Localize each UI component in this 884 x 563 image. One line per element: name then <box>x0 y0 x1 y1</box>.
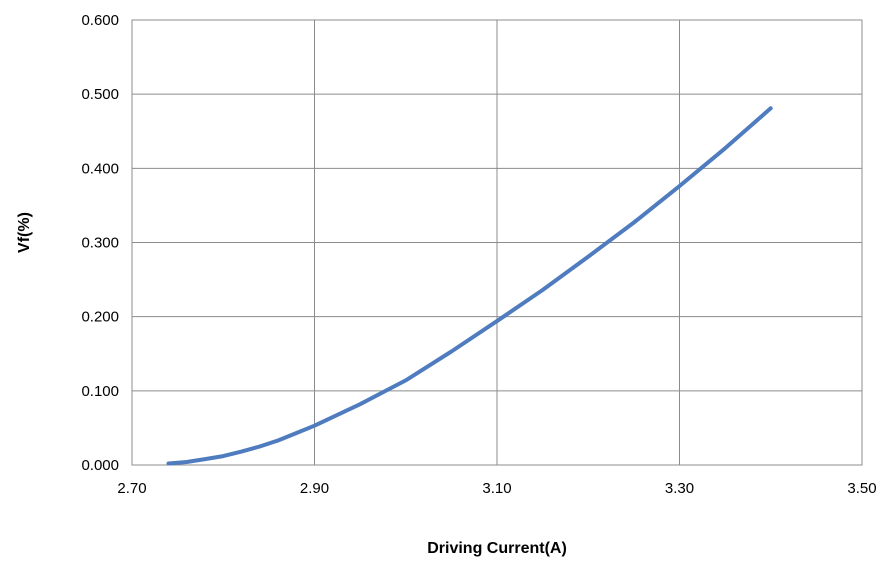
x-tick-label: 2.70 <box>117 480 146 497</box>
y-tick-label: 0.300 <box>81 235 119 252</box>
x-axis-title: Driving Current(A) <box>427 540 567 557</box>
x-axis-ticks: 2.70 2.90 3.10 3.30 3.50 <box>117 480 876 497</box>
x-tick-label: 3.50 <box>847 480 876 497</box>
x-tick-label: 2.90 <box>300 480 329 497</box>
y-tick-label: 0.100 <box>81 383 119 400</box>
y-tick-label: 0.600 <box>81 12 119 29</box>
y-tick-label: 0.000 <box>81 457 119 474</box>
y-tick-label: 0.500 <box>81 86 119 103</box>
x-tick-label: 3.10 <box>482 480 511 497</box>
x-tick-label: 3.30 <box>665 480 694 497</box>
series-layer <box>166 106 773 466</box>
y-axis-title: Vf(%) <box>16 212 33 253</box>
y-tick-label: 0.200 <box>81 309 119 326</box>
horizontal-gridlines <box>132 19 862 466</box>
series-line <box>166 106 773 466</box>
y-tick-label: 0.400 <box>81 160 119 177</box>
y-axis-ticks: 0.000 0.100 0.200 0.300 0.400 0.500 0.600 <box>81 12 119 474</box>
